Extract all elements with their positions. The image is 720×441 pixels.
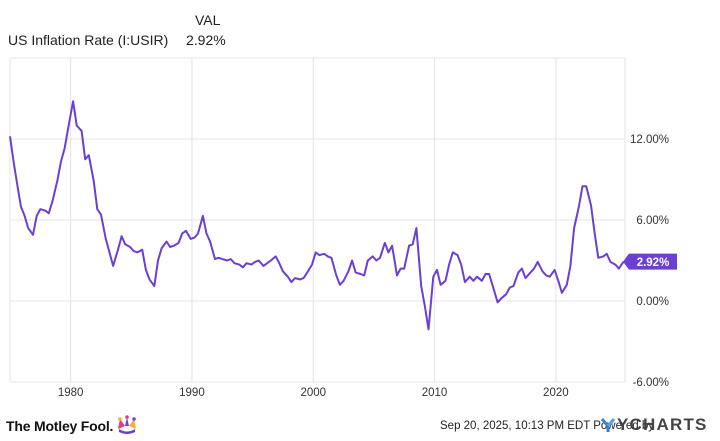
y-tick-label: 12.00%	[630, 134, 669, 146]
line-chart[interactable]: 12.00% 6.00% 0.00% -6.00% 1980 1990 2000 2010 20…	[0, 0, 720, 410]
ycharts-y-icon	[600, 418, 616, 432]
last-value-badge	[623, 253, 677, 270]
y-tick-label: 0.00%	[636, 296, 669, 308]
y-tick-label: 6.00%	[636, 215, 669, 227]
x-tick-label: 2010	[422, 387, 448, 399]
x-tick-label: 2020	[543, 387, 569, 399]
series-last-value: 2.92%	[186, 32, 226, 48]
provider-name: YCHARTS	[617, 415, 708, 434]
timestamp-text: Sep 20, 2025, 10:13 PM EDT	[440, 420, 591, 432]
chart-header: VAL US Inflation Rate (I:USIR) 2.92%	[0, 0, 720, 56]
series-lines	[9, 100, 625, 331]
last-value-label: 2.92%	[637, 257, 670, 269]
series-name[interactable]: US Inflation Rate (I:USIR)	[8, 32, 169, 48]
x-tick-label: 2000	[300, 387, 326, 399]
motley-fool-logo[interactable]: The Motley Fool.	[6, 414, 138, 438]
inflation-rate-line	[9, 100, 625, 331]
brand-name: The Motley Fool.	[6, 418, 114, 434]
val-column-label: VAL	[195, 12, 221, 28]
grid-lines	[9, 57, 626, 383]
y-tick-label: -6.00%	[633, 377, 669, 389]
chart-footer: The Motley Fool. Sep 20, 2025, 10:13 PM …	[0, 410, 720, 441]
ycharts-logo[interactable]: YCHARTS	[600, 415, 708, 435]
x-tick-label: 1980	[58, 387, 84, 399]
axis-ticks: 12.00% 6.00% 0.00% -6.00% 1980 1990 2000 2010 20…	[58, 134, 669, 399]
jester-hat-icon	[118, 415, 137, 434]
last-value-badge-group: 2.92%	[623, 253, 677, 270]
x-tick-label: 1990	[179, 387, 205, 399]
